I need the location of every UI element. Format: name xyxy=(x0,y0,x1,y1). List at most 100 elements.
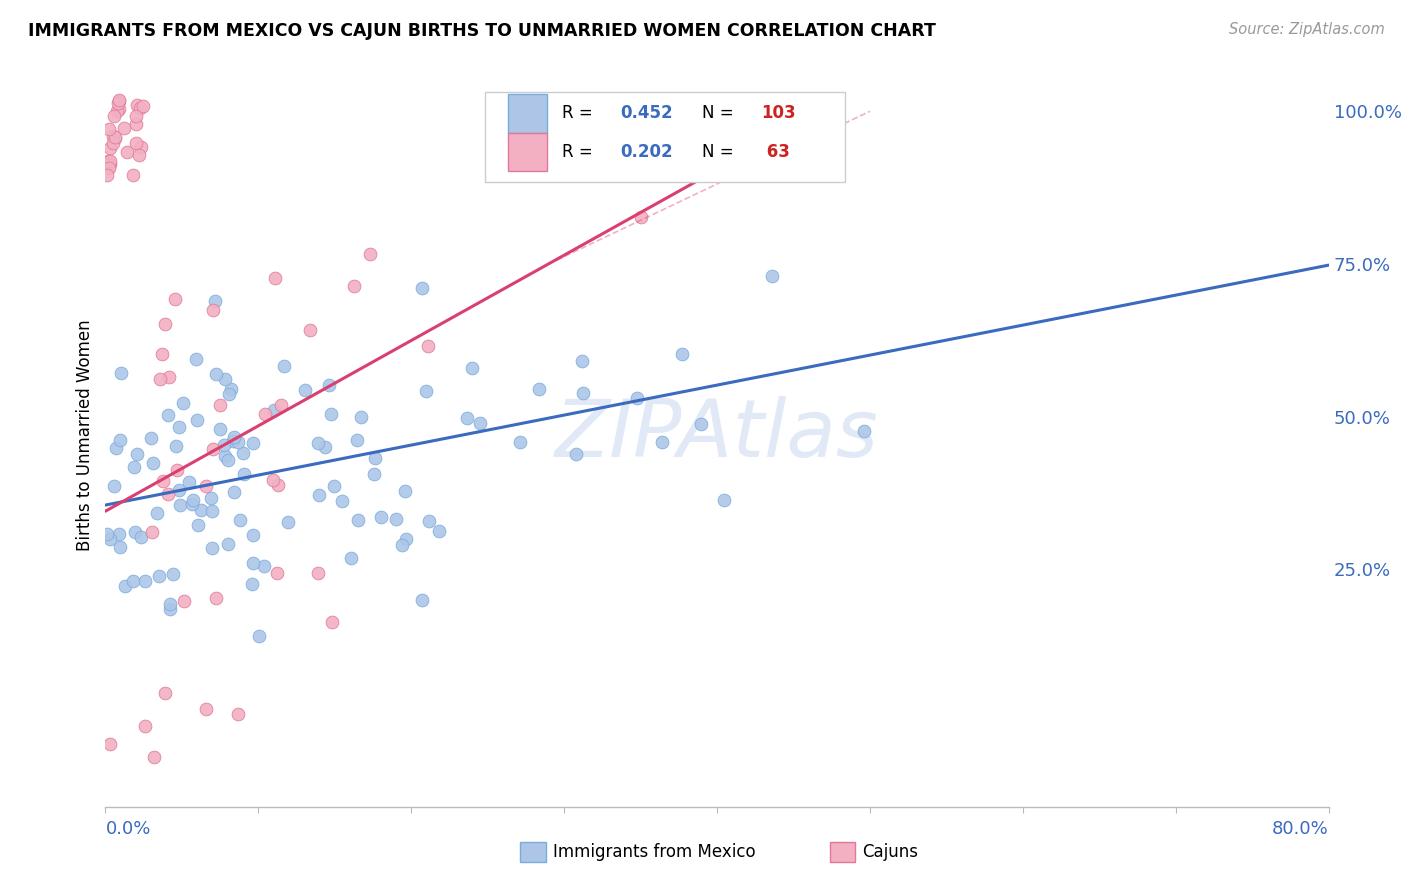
Point xyxy=(194,702,217,716)
Point xyxy=(690,417,713,431)
Point xyxy=(125,136,148,150)
Point xyxy=(242,556,264,570)
Point xyxy=(98,161,121,175)
Point xyxy=(190,502,212,516)
Point xyxy=(104,131,127,145)
Point xyxy=(142,750,165,764)
Point xyxy=(108,526,131,541)
Point xyxy=(254,407,277,421)
Point xyxy=(252,558,274,573)
Point xyxy=(529,382,551,396)
Point xyxy=(128,101,150,115)
Point xyxy=(125,109,148,123)
Point xyxy=(314,440,336,454)
Point xyxy=(626,391,648,405)
Point xyxy=(166,463,188,477)
Point xyxy=(298,323,321,337)
Point xyxy=(110,540,132,554)
Point xyxy=(242,528,264,542)
Text: ZIPAtlas: ZIPAtlas xyxy=(555,396,879,474)
Point xyxy=(456,411,478,425)
Point xyxy=(416,339,439,353)
Point xyxy=(105,441,128,455)
Point xyxy=(263,402,285,417)
Point xyxy=(294,383,316,397)
Point xyxy=(209,399,232,413)
Point xyxy=(247,629,270,643)
Point xyxy=(98,738,121,752)
Point xyxy=(201,541,224,555)
Point xyxy=(713,492,735,507)
Point xyxy=(98,153,121,168)
Point xyxy=(307,436,329,450)
Point xyxy=(359,247,381,261)
Point xyxy=(651,435,673,450)
Point xyxy=(153,686,176,700)
Point xyxy=(671,347,693,361)
Text: R =: R = xyxy=(562,104,598,122)
Point xyxy=(97,154,120,169)
Point xyxy=(221,434,243,449)
Text: Source: ZipAtlas.com: Source: ZipAtlas.com xyxy=(1229,22,1385,37)
Text: N =: N = xyxy=(703,104,740,122)
Point xyxy=(122,460,145,475)
Point xyxy=(209,422,232,436)
Point xyxy=(108,102,131,116)
Point xyxy=(340,551,363,566)
Point xyxy=(96,527,118,541)
Point xyxy=(142,456,165,470)
Point xyxy=(146,506,169,520)
Point xyxy=(156,487,179,501)
Point xyxy=(107,94,129,108)
Point xyxy=(184,352,207,367)
Point xyxy=(240,576,263,591)
Point xyxy=(346,433,368,447)
Point xyxy=(134,574,156,589)
Point xyxy=(167,483,190,498)
Point xyxy=(187,517,209,532)
Point xyxy=(214,372,236,386)
Point xyxy=(200,491,222,505)
Point xyxy=(308,487,330,501)
Point xyxy=(112,121,135,136)
Point xyxy=(108,93,131,107)
Point xyxy=(107,96,129,111)
Point xyxy=(418,514,440,528)
Point xyxy=(391,538,413,552)
Point xyxy=(172,396,194,410)
Point xyxy=(105,104,128,119)
Point xyxy=(181,493,204,508)
FancyBboxPatch shape xyxy=(485,92,845,182)
Point xyxy=(273,359,295,374)
Point xyxy=(201,504,224,518)
Point xyxy=(165,292,187,306)
Point xyxy=(228,513,250,527)
Point xyxy=(132,99,155,113)
Point xyxy=(226,706,249,721)
Point xyxy=(212,438,235,452)
Point xyxy=(101,128,124,143)
Point xyxy=(509,435,531,450)
Point xyxy=(134,719,156,733)
Point xyxy=(98,122,121,136)
Point xyxy=(263,473,285,487)
Point xyxy=(214,449,236,463)
Point xyxy=(159,601,181,615)
Point xyxy=(96,169,118,183)
Point xyxy=(343,279,366,293)
Point xyxy=(98,157,121,171)
Point xyxy=(103,109,125,123)
Point xyxy=(186,413,208,427)
Point xyxy=(181,497,204,511)
Point xyxy=(217,537,239,551)
Text: Cajuns: Cajuns xyxy=(862,843,918,861)
Point xyxy=(224,484,246,499)
Text: IMMIGRANTS FROM MEXICO VS CAJUN BIRTHS TO UNMARRIED WOMEN CORRELATION CHART: IMMIGRANTS FROM MEXICO VS CAJUN BIRTHS T… xyxy=(28,22,936,40)
Point xyxy=(97,158,120,172)
Point xyxy=(100,532,122,546)
Point xyxy=(121,168,143,182)
Point xyxy=(571,353,593,368)
Text: 0.202: 0.202 xyxy=(620,143,673,161)
Point xyxy=(98,141,121,155)
Point xyxy=(370,509,392,524)
